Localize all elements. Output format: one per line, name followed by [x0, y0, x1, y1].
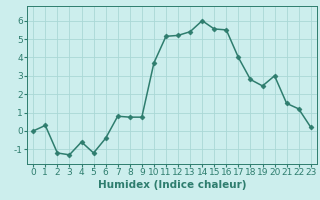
X-axis label: Humidex (Indice chaleur): Humidex (Indice chaleur) [98, 180, 246, 190]
